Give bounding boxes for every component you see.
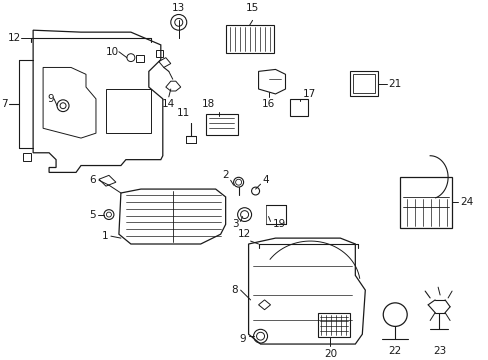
Text: 5: 5: [89, 210, 96, 220]
Text: 20: 20: [323, 349, 336, 359]
Bar: [399, 177, 451, 228]
Bar: [23, 153, 31, 161]
Text: 1: 1: [102, 231, 109, 241]
Bar: [205, 113, 237, 135]
Bar: [353, 74, 374, 93]
Text: 16: 16: [262, 99, 275, 109]
Text: 15: 15: [245, 3, 259, 13]
Text: 7: 7: [1, 99, 8, 109]
Text: 9: 9: [239, 334, 245, 344]
Text: 22: 22: [388, 346, 401, 356]
Text: 8: 8: [230, 285, 237, 295]
Text: 4: 4: [262, 175, 268, 185]
Bar: [156, 50, 163, 57]
Bar: [225, 25, 273, 53]
Text: 21: 21: [387, 79, 401, 89]
Text: 6: 6: [89, 175, 96, 185]
Bar: [136, 55, 143, 62]
Bar: [290, 99, 308, 117]
Text: 9: 9: [47, 94, 54, 104]
Text: 2: 2: [222, 170, 228, 180]
Text: 11: 11: [177, 108, 190, 118]
Text: 19: 19: [272, 219, 285, 229]
Text: 14: 14: [162, 99, 175, 109]
Text: 13: 13: [172, 3, 185, 13]
Bar: [349, 71, 378, 96]
Text: 18: 18: [202, 99, 215, 109]
Text: 17: 17: [302, 89, 315, 99]
Text: 3: 3: [231, 219, 238, 229]
Text: 10: 10: [105, 47, 119, 57]
Text: 12: 12: [237, 229, 250, 239]
Bar: [106, 89, 150, 133]
Text: 24: 24: [459, 197, 472, 207]
Text: 12: 12: [8, 33, 21, 43]
Bar: [318, 312, 349, 337]
Text: 23: 23: [432, 346, 446, 356]
